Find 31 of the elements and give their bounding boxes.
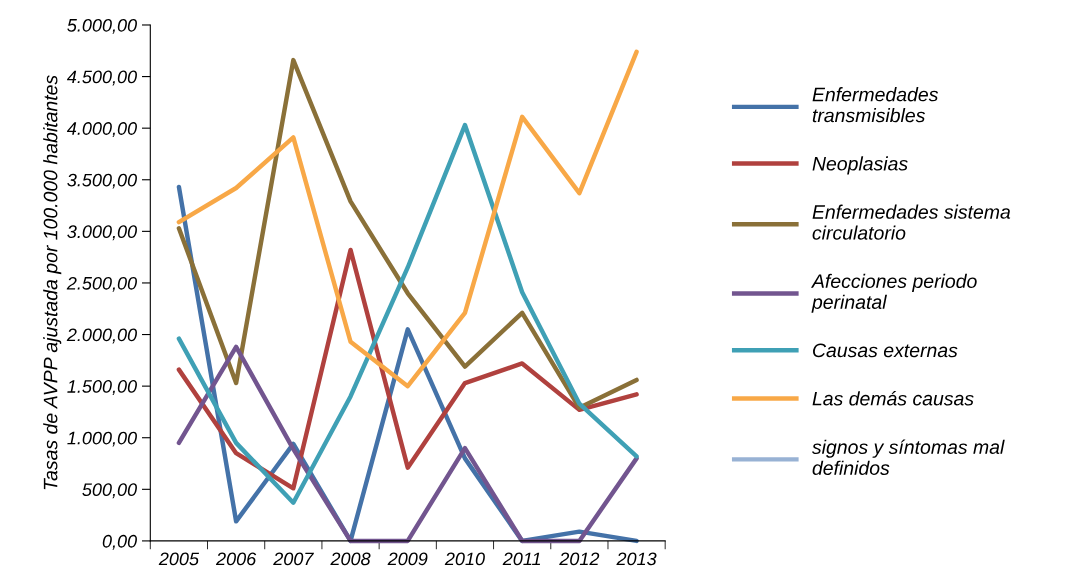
x-tick-label: 2010 xyxy=(444,552,485,566)
legend-label: Las demás causas xyxy=(812,391,974,406)
y-tick-label: 5.000,00 xyxy=(67,18,137,34)
x-tick-label: 2013 xyxy=(616,552,657,566)
y-tick-label: 4.000,00 xyxy=(66,122,137,138)
y-tick-label: 1.500,00 xyxy=(67,380,137,395)
x-tick-label: 2007 xyxy=(273,552,314,566)
y-tick-label: 3.000,00 xyxy=(67,225,137,241)
y-tick-label: 2.000,00 xyxy=(66,328,137,344)
y-tick-label: 2.500,00 xyxy=(66,276,137,292)
y-tick-label: 1.000,00 xyxy=(67,431,137,447)
x-tick-label: 2009 xyxy=(387,552,428,566)
line-series xyxy=(176,344,639,544)
x-tick-label: 2005 xyxy=(158,552,200,566)
y-tick-label: 3.500,00 xyxy=(67,173,137,189)
y-tick-label: 500,00 xyxy=(82,483,137,499)
x-tick-label: 2011 xyxy=(502,552,541,566)
x-tick-label: 2012 xyxy=(559,552,600,566)
legend-label: Neoplasias xyxy=(812,156,908,175)
legend-label: Enfermedades sistema circulatorio xyxy=(812,204,1011,240)
y-tick-label: 4.500,00 xyxy=(66,70,137,86)
legend-label: Causas externas xyxy=(813,343,958,358)
y-tick-label: 0,00 xyxy=(102,534,137,550)
x-tick-label: 2006 xyxy=(215,552,257,566)
legend-label: Afecciones periodo perinatal xyxy=(810,273,977,313)
y-axis-title: Tasas de AVPP ajustada por 100.000 habitantes xyxy=(43,75,62,490)
line-series xyxy=(176,247,639,491)
legend-label: signos y síntomas mal definidos xyxy=(812,439,1005,475)
line-series xyxy=(176,122,639,505)
legend-label: Enfermedades transmisibles xyxy=(812,87,939,123)
x-tick-label: 2008 xyxy=(330,552,371,566)
